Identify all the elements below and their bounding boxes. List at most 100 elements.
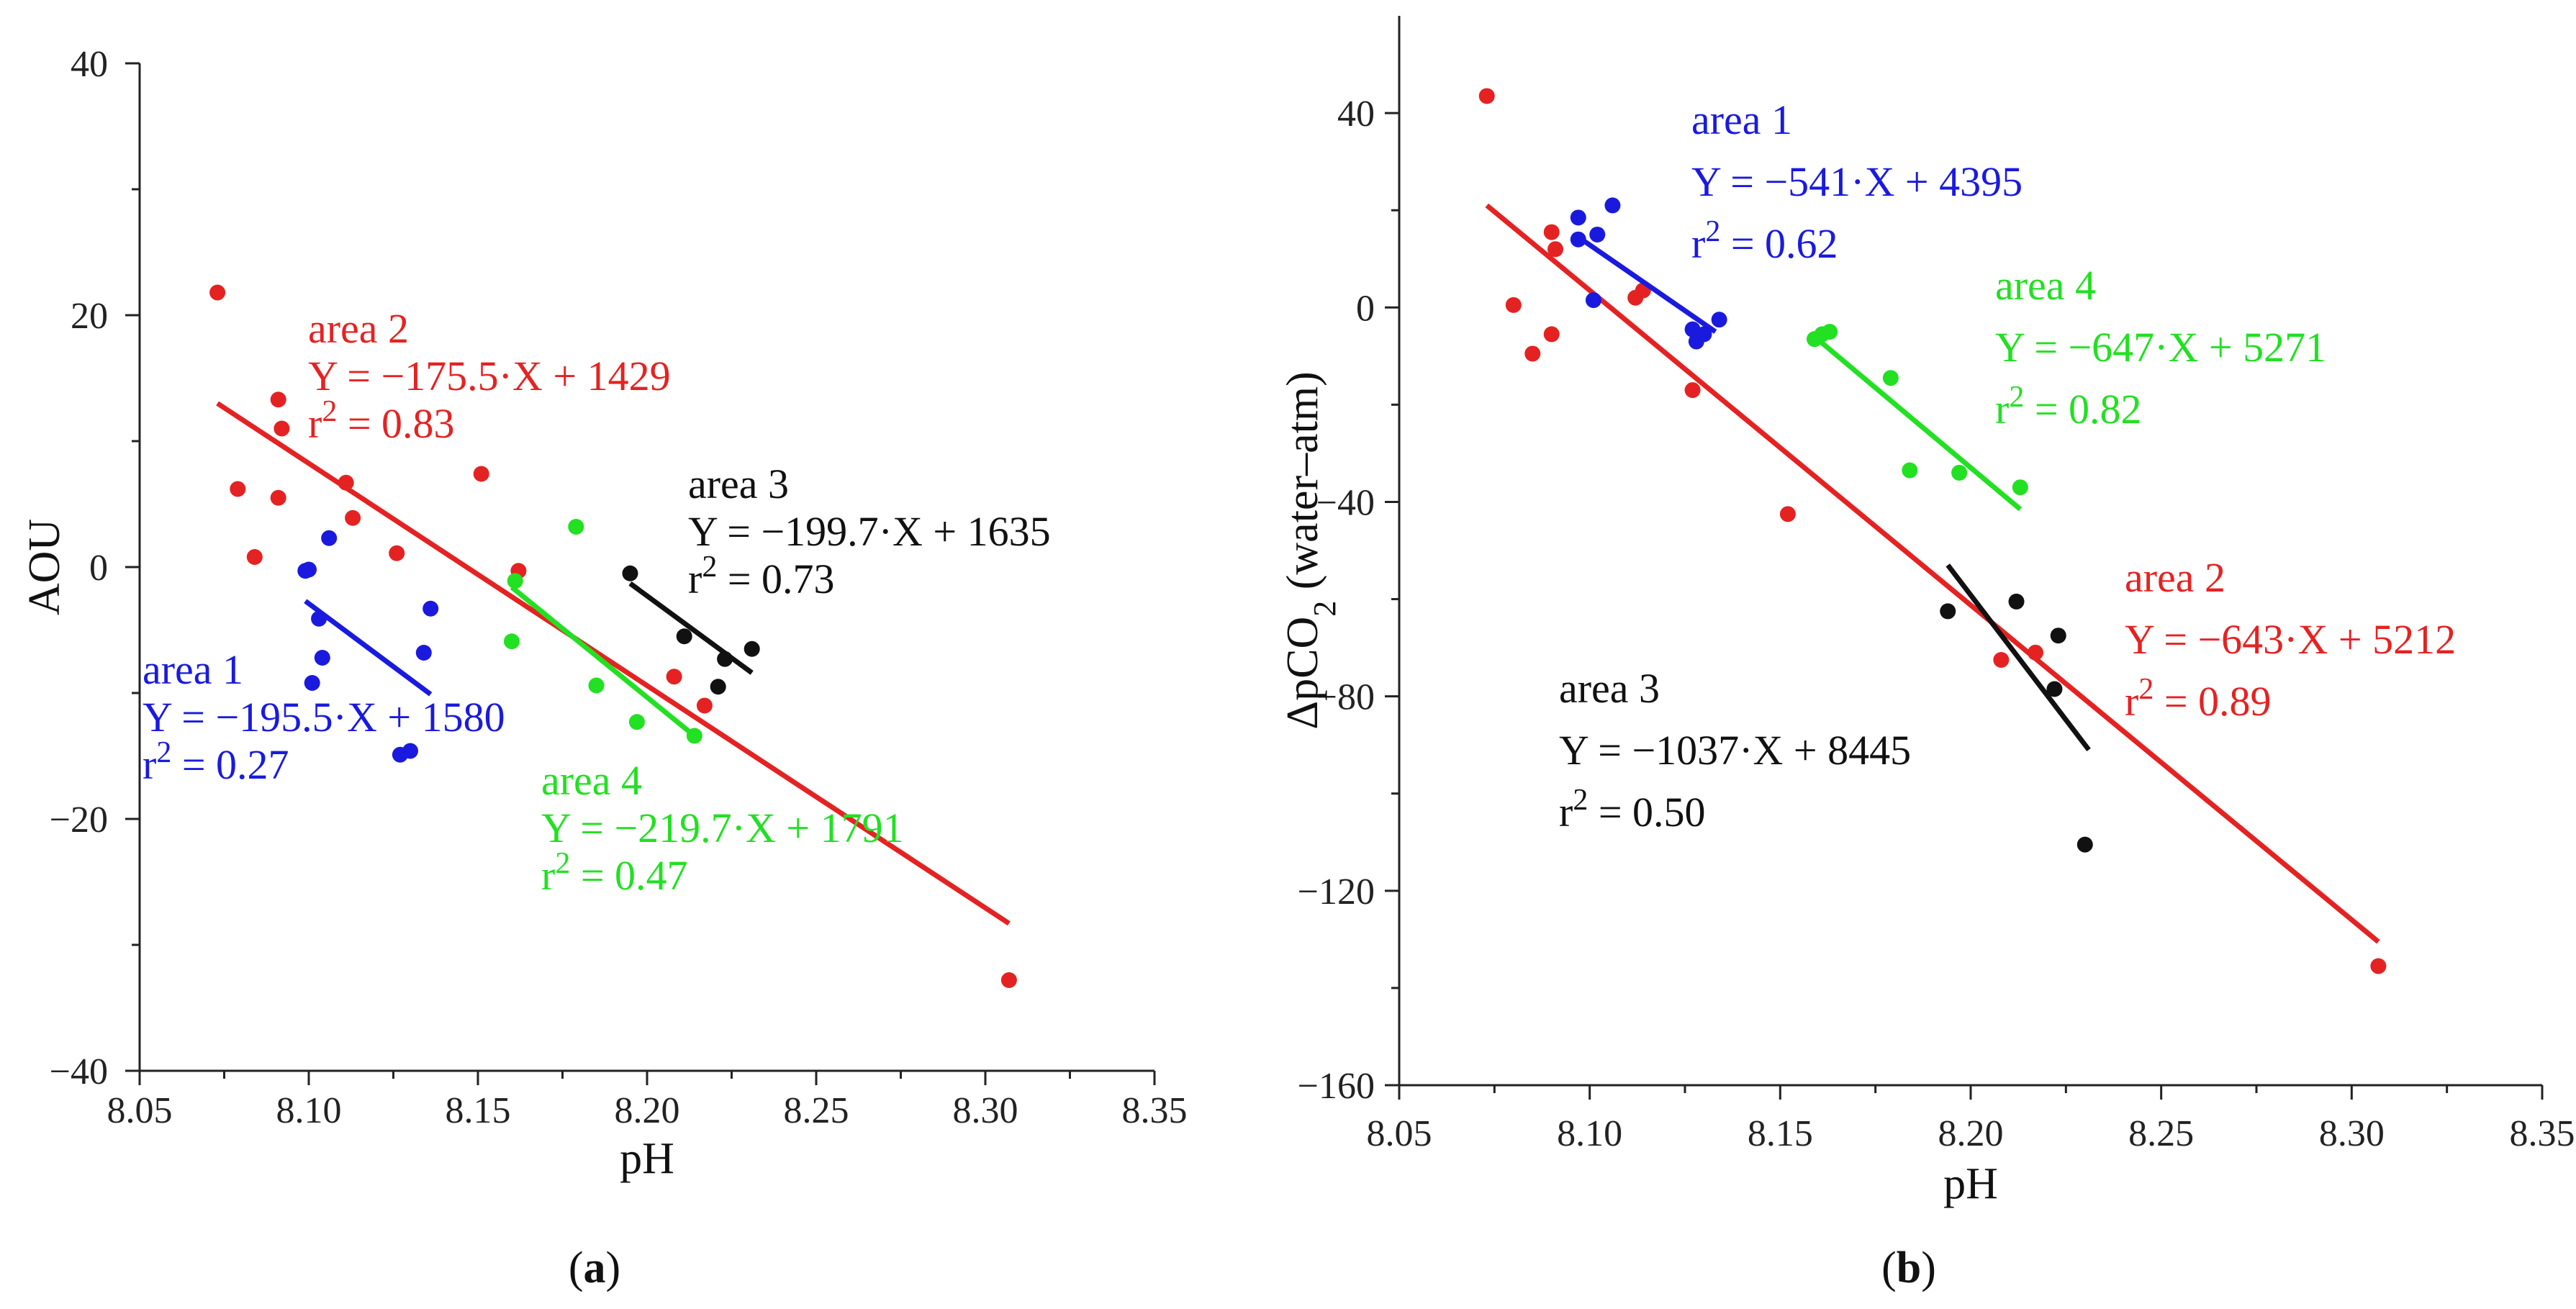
series-label-area-1: area 1 (1691, 96, 1792, 143)
series-label-area-1: area 1 (143, 646, 243, 693)
data-point-area-3 (744, 640, 760, 657)
data-point-area-1 (1696, 326, 1712, 343)
regression-equation-area-4: Y = −219.7·X + 1791 (541, 805, 904, 851)
y-tick-label: −80 (1316, 677, 1375, 718)
data-point-area-4 (1951, 464, 1968, 481)
data-point-area-3 (2008, 593, 2025, 610)
data-point-area-2 (246, 549, 263, 565)
regression-equation-area-3: Y = −1037·X + 8445 (1559, 727, 1911, 774)
regression-equation-area-3: Y = −199.7·X + 1635 (688, 508, 1051, 555)
data-point-area-3 (622, 565, 638, 581)
data-point-area-2 (1684, 382, 1701, 399)
data-point-area-4 (1902, 462, 1918, 479)
y-tick-label: −40 (1316, 482, 1375, 523)
data-point-area-2 (1993, 651, 2010, 668)
y-tick-label: −20 (50, 800, 108, 841)
regression-equation-area-4: Y = −647·X + 5271 (1995, 324, 2326, 371)
x-tick-label: 8.20 (1938, 1113, 2004, 1154)
regression-equation-area-2: Y = −643·X + 5212 (2125, 616, 2456, 663)
series-label-area-2: area 2 (308, 305, 409, 352)
y-axis-label: AOU (20, 519, 69, 615)
data-point-area-2 (473, 466, 489, 482)
series-label-area-2: area 2 (2125, 554, 2225, 601)
fit-line-area-1 (1576, 235, 1717, 334)
data-point-area-2 (1543, 326, 1560, 343)
series-label-area-3: area 3 (688, 461, 789, 507)
data-point-area-4 (1822, 324, 1838, 340)
data-point-area-4 (1882, 370, 1899, 386)
regression-equation-area-2: Y = −175.5·X + 1429 (308, 353, 671, 399)
r-squared-area-2: r2 = 0.89 (2125, 673, 2272, 725)
data-point-area-4 (568, 519, 584, 535)
data-point-area-3 (1940, 603, 1956, 620)
data-point-area-1 (314, 650, 330, 666)
r-squared-area-3: r2 = 0.73 (688, 551, 835, 602)
y-axis-label: ΔpCO2 (water–atm) (1278, 371, 1342, 729)
regression-equation-area-1: Y = −541·X + 4395 (1691, 158, 2023, 205)
x-tick-label: 8.30 (953, 1090, 1018, 1131)
y-tick-label: −160 (1298, 1066, 1375, 1107)
data-point-area-2 (1505, 296, 1522, 313)
data-point-area-2 (274, 420, 290, 437)
fit-line-area-3 (1945, 563, 2091, 752)
fit-line-area-4 (510, 585, 697, 738)
data-point-area-4 (507, 573, 523, 589)
data-point-area-1 (321, 530, 338, 546)
data-point-area-2 (345, 509, 361, 526)
data-point-area-1 (1570, 209, 1586, 226)
data-point-area-2 (338, 474, 354, 491)
data-point-area-4 (686, 728, 702, 744)
fit-line-area-2 (216, 401, 1011, 926)
data-point-area-2 (270, 391, 286, 408)
x-tick-label: 8.25 (784, 1090, 849, 1131)
r-squared-area-4: r2 = 0.47 (541, 847, 688, 899)
y-tick-label: 0 (1356, 288, 1375, 329)
data-point-area-1 (1585, 292, 1601, 309)
data-point-area-1 (304, 675, 320, 691)
data-point-area-1 (1589, 226, 1606, 243)
data-point-area-4 (504, 633, 520, 650)
series-label-area-3: area 3 (1559, 665, 1660, 712)
data-point-area-1 (415, 645, 432, 661)
data-point-area-2 (1543, 224, 1560, 240)
x-axis-label: pH (620, 1134, 674, 1183)
y-tick-label: −120 (1298, 871, 1375, 912)
data-point-area-1 (1711, 312, 1727, 328)
data-point-area-2 (1478, 88, 1495, 104)
data-point-area-2 (696, 697, 713, 714)
series-label-area-4: area 4 (1995, 262, 2096, 309)
data-point-area-3 (676, 628, 692, 645)
x-tick-label: 8.05 (107, 1090, 173, 1131)
data-point-area-3 (2076, 836, 2093, 853)
y-tick-label: −40 (50, 1051, 108, 1092)
x-tick-label: 8.30 (2319, 1113, 2385, 1154)
data-point-area-1 (301, 561, 317, 578)
data-point-area-4 (2012, 479, 2028, 496)
r-squared-area-1: r2 = 0.27 (143, 736, 289, 788)
x-tick-label: 8.15 (446, 1090, 511, 1131)
regression-equation-area-1: Y = −195.5·X + 1580 (143, 694, 505, 740)
fit-line-area-4 (1812, 335, 2023, 512)
fit-line-area-2 (1485, 203, 2380, 944)
panel-b-label: (b) (1881, 1244, 1936, 1292)
y-tick-label: 0 (89, 548, 108, 589)
data-point-area-3 (2050, 628, 2066, 644)
y-tick-label: 40 (1337, 94, 1375, 135)
r-squared-area-3: r2 = 0.50 (1559, 784, 1706, 835)
x-tick-label: 8.25 (2128, 1113, 2194, 1154)
data-point-area-1 (1570, 231, 1586, 248)
data-point-area-2 (2370, 958, 2387, 974)
panel-b-chart: 8.05 8.10 8.15 8.20 8.25 8.30 8.35 −160 −120 −80 −… (1278, 16, 2575, 1208)
data-point-area-2 (209, 284, 226, 301)
y-tick-label: 20 (71, 296, 108, 337)
x-tick-label: 8.10 (1557, 1113, 1622, 1154)
data-point-area-1 (402, 743, 418, 759)
y-tick-label: 40 (71, 44, 108, 85)
data-point-area-3 (710, 679, 726, 695)
x-tick-label: 8.20 (615, 1090, 680, 1131)
r-squared-area-2: r2 = 0.83 (308, 395, 455, 447)
series-label-area-4: area 4 (541, 757, 642, 804)
panel-a-label: (a) (569, 1244, 620, 1292)
x-tick-label: 8.10 (276, 1090, 342, 1131)
